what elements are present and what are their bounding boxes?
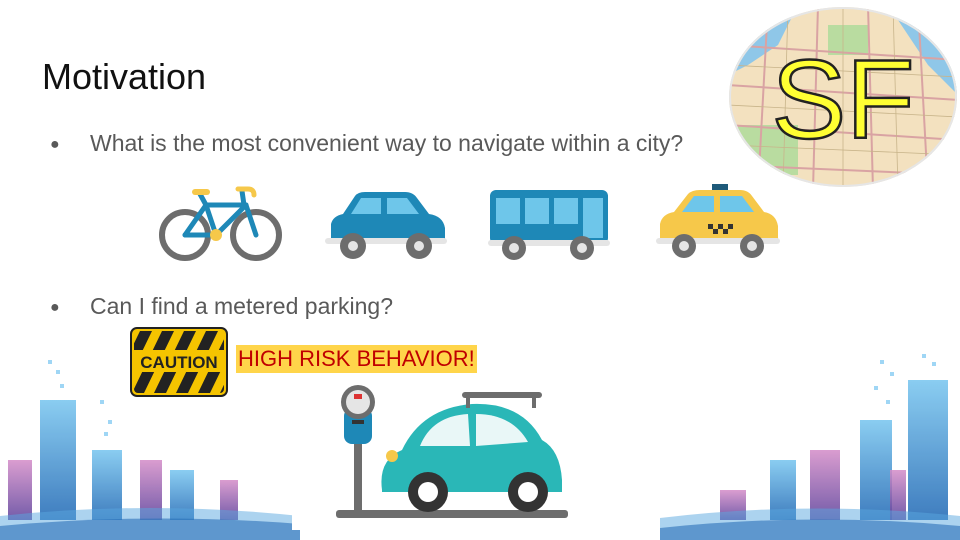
parking-illustration <box>292 380 594 530</box>
car-icon <box>325 192 447 262</box>
caution-sign-icon: CAUTION <box>130 327 228 397</box>
sf-map-badge: SF <box>728 5 958 190</box>
bullet-dot: ● <box>50 135 60 153</box>
warning-label: HIGH RISK BEHAVIOR! <box>236 345 477 373</box>
caution-text: CAUTION <box>140 353 217 372</box>
car-icon <box>381 392 562 512</box>
taxi-icon <box>656 182 780 262</box>
bullet-item-parking: ● Can I find a metered parking? <box>50 293 393 320</box>
bus-icon <box>488 188 610 262</box>
slide-title: Motivation <box>42 56 207 97</box>
parking-meter-icon <box>341 385 375 512</box>
bullet-text: What is the most convenient way to navig… <box>90 130 684 156</box>
map-icon: SF <box>729 7 957 187</box>
bullet-text: Can I find a metered parking? <box>90 293 394 319</box>
map-badge-text: SF <box>771 37 914 162</box>
city-skyline-icon <box>660 350 960 540</box>
bullet-dot: ● <box>50 298 60 316</box>
bicycle-icon <box>158 185 284 265</box>
bullet-item-navigate: ● What is the most convenient way to navi… <box>50 130 683 157</box>
city-skyline-icon <box>0 340 300 540</box>
